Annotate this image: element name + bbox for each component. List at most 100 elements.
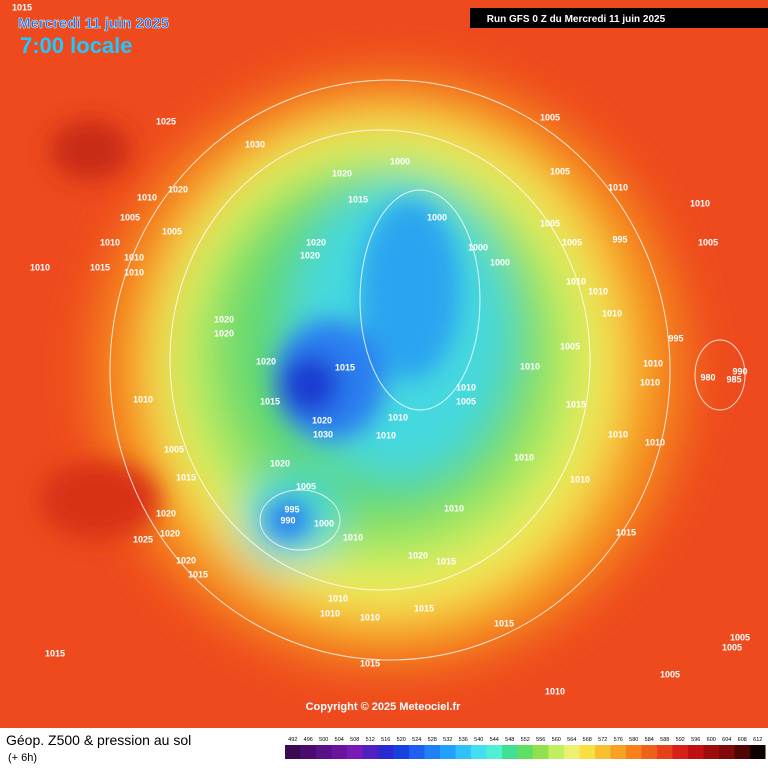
pressure-label: 1010 [328,593,348,603]
pressure-label: 1005 [120,212,140,222]
pressure-label: 1025 [156,116,176,126]
legend-swatch [626,745,642,759]
pressure-label: 1010 [643,358,663,368]
legend-label: 492 [288,737,297,743]
footer-subtitle: (+ 6h) [8,752,37,764]
run-banner [470,8,768,28]
legend-swatch [610,745,626,759]
legend-swatch [378,745,394,759]
pressure-label: 1015 [566,399,586,409]
pressure-label: 1020 [256,356,276,366]
legend-swatch [734,745,750,759]
pressure-label: 1015 [176,472,196,482]
pressure-label: 1010 [343,532,363,542]
legend-label: 608 [738,737,747,743]
legend-label: 612 [753,737,762,743]
pressure-label: 995 [284,504,299,514]
legend-swatch [688,745,704,759]
pressure-label: 1005 [540,112,560,122]
legend-label: 548 [505,737,514,743]
pressure-label: 1000 [468,242,488,252]
legend-swatch [316,745,332,759]
pressure-label: 1010 [602,308,622,318]
legend-swatch [285,745,301,759]
legend-swatch [672,745,688,759]
pressure-label: 980 [700,372,715,382]
pressure-label: 1010 [608,429,628,439]
pressure-label: 1020 [332,168,352,178]
legend-label: 596 [691,737,700,743]
copyright: Copyright © 2025 Meteociel.fr [306,701,462,713]
legend-swatch [300,745,316,759]
legend-label: 556 [536,737,545,743]
legend-label: 528 [428,737,437,743]
legend-swatch [579,745,595,759]
pressure-label: 990 [280,515,295,525]
legend-swatch [595,745,611,759]
pressure-label: 1005 [162,226,182,236]
date: Mercredi 11 juin 2025 [18,15,169,32]
pressure-label: 1010 [514,452,534,462]
legend-swatch [471,745,487,759]
pressure-label: 1020 [300,250,320,260]
legend-label: 536 [459,737,468,743]
pressure-label: 1005 [540,218,560,228]
pressure-label: 1015 [45,648,65,658]
pressure-label: 1010 [388,412,408,422]
legend-label: 552 [521,737,530,743]
pressure-label: 1005 [698,237,718,247]
pressure-label: 1015 [436,556,456,566]
legend-label: 532 [443,737,452,743]
legend-swatch [347,745,363,759]
legend-label: 512 [366,737,375,743]
legend-swatch [517,745,533,759]
legend-label: 576 [614,737,623,743]
legend-swatch [393,745,409,759]
legend-label: 572 [598,737,607,743]
legend-swatch [362,745,378,759]
pressure-label: 1015 [90,262,110,272]
legend-label: 588 [660,737,669,743]
legend-label: 564 [567,737,576,743]
legend-swatch [486,745,502,759]
pressure-label: 1020 [408,550,428,560]
pressure-label: 1000 [314,518,334,528]
pressure-label: 985 [726,374,741,384]
pressure-label: 1025 [133,534,153,544]
legend-label: 604 [722,737,731,743]
legend-swatch [750,745,766,759]
pressure-label: 1015 [335,362,355,372]
pressure-label: 1005 [550,166,570,176]
pressure-label: 1010 [100,237,120,247]
pressure-label: 1010 [570,474,590,484]
pressure-label: 1010 [456,382,476,392]
legend-label: 504 [335,737,344,743]
pressure-label: 1010 [360,612,380,622]
legend-label: 560 [552,737,561,743]
pressure-label: 1020 [312,415,332,425]
pressure-label: 1020 [168,184,188,194]
pressure-label: 1000 [427,212,447,222]
pressure-label: 1005 [560,341,580,351]
legend-label: 584 [645,737,654,743]
pressure-label: 1010 [520,361,540,371]
legend-label: 568 [583,737,592,743]
pressure-label: 1010 [376,430,396,440]
legend-swatch [533,745,549,759]
pressure-label: 1005 [296,481,316,491]
pressure-label: 1005 [562,237,582,247]
pressure-label: 1015 [188,569,208,579]
legend-swatch [331,745,347,759]
pressure-label: 1020 [306,237,326,247]
pressure-label: 1015 [348,194,368,204]
legend-label: 540 [474,737,483,743]
pressure-label: 1015 [414,603,434,613]
legend-label: 592 [676,737,685,743]
pressure-label: 995 [668,333,683,343]
pressure-label: 1010 [588,286,608,296]
pressure-label: 1010 [133,394,153,404]
legend-swatch [424,745,440,759]
pressure-label: 1010 [545,686,565,696]
pressure-label: 1030 [245,139,265,149]
